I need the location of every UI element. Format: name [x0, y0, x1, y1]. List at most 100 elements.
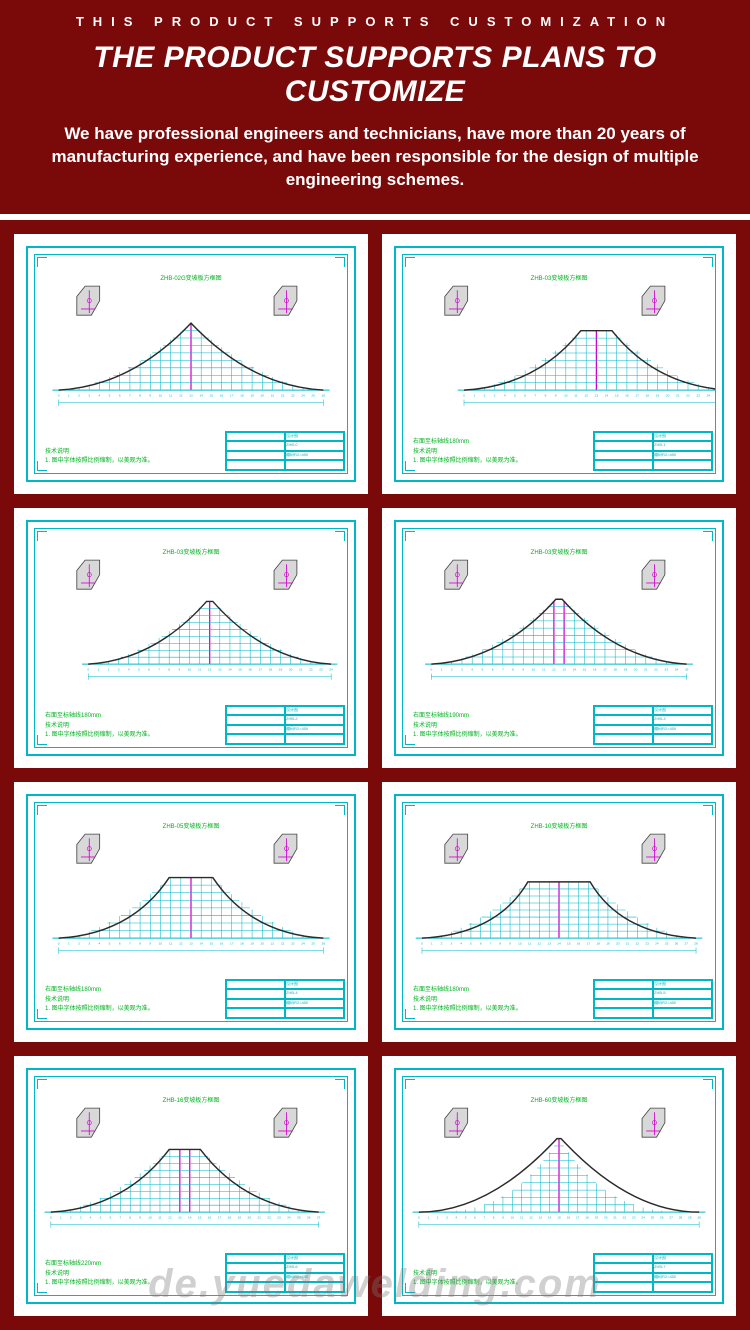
svg-text:26: 26 [660, 1215, 664, 1219]
svg-text:20: 20 [666, 393, 670, 397]
svg-text:23: 23 [665, 667, 669, 671]
svg-text:13: 13 [539, 1215, 543, 1219]
svg-text:13: 13 [189, 941, 193, 945]
svg-text:10: 10 [511, 1215, 515, 1219]
svg-text:27: 27 [685, 941, 689, 945]
svg-text:23: 23 [291, 393, 295, 397]
drawing-inner: ZHB-16变坡板方框图 012345678910111213141516171… [34, 1076, 348, 1296]
svg-text:2: 2 [437, 1215, 439, 1219]
svg-text:19: 19 [624, 667, 628, 671]
svg-text:5: 5 [138, 667, 140, 671]
svg-text:18: 18 [269, 667, 273, 671]
svg-text:9: 9 [149, 393, 151, 397]
svg-text:3: 3 [446, 1215, 448, 1219]
drawing-frame: ZHB-03变坡板方框图 012345678910111213141516171… [26, 520, 356, 756]
svg-text:3: 3 [118, 667, 120, 671]
svg-text:20: 20 [616, 941, 620, 945]
svg-text:0: 0 [421, 941, 423, 945]
svg-text:25: 25 [311, 941, 315, 945]
svg-text:16: 16 [567, 1215, 571, 1219]
svg-text:24: 24 [301, 941, 305, 945]
svg-text:17: 17 [218, 1215, 222, 1219]
svg-text:5: 5 [100, 1215, 102, 1219]
svg-text:1: 1 [97, 667, 99, 671]
svg-text:6: 6 [474, 1215, 476, 1219]
svg-text:25: 25 [665, 941, 669, 945]
svg-text:2: 2 [70, 1215, 72, 1219]
corner-mark [405, 531, 415, 541]
svg-text:11: 11 [528, 941, 531, 945]
svg-text:16: 16 [625, 393, 629, 397]
drawing-title: ZHB-16变坡板方框图 [163, 1095, 220, 1104]
svg-text:16: 16 [577, 941, 581, 945]
svg-text:12: 12 [538, 941, 542, 945]
svg-text:19: 19 [250, 941, 254, 945]
svg-text:22: 22 [281, 941, 285, 945]
svg-text:18: 18 [613, 667, 617, 671]
svg-text:12: 12 [584, 393, 588, 397]
svg-text:3: 3 [450, 941, 452, 945]
svg-text:10: 10 [532, 667, 536, 671]
svg-text:4: 4 [471, 667, 473, 671]
drawing-title: ZHB-02G变坡板方框图 [160, 273, 221, 282]
tech-notes: 右面至标轴线180mm 技术说明 1. 图中字体按照比例缩制，以美观为准。 [45, 712, 154, 741]
svg-text:0: 0 [58, 393, 60, 397]
svg-text:18: 18 [646, 393, 650, 397]
svg-text:11: 11 [198, 667, 201, 671]
svg-text:8: 8 [139, 941, 141, 945]
svg-text:11: 11 [520, 1215, 523, 1219]
svg-text:25: 25 [311, 393, 315, 397]
header-headline: THE PRODUCT SUPPORTS PLANS TO CUSTOMIZE [16, 41, 734, 109]
svg-text:21: 21 [271, 941, 275, 945]
title-block: 设计图 ZHB-2 编码R2=450 [225, 705, 345, 745]
svg-text:18: 18 [228, 1215, 232, 1219]
svg-text:11: 11 [542, 667, 545, 671]
drawing-tile: ZHB-03变坡板方框图 012345678910111213141516171… [382, 234, 736, 494]
svg-text:2: 2 [484, 393, 486, 397]
svg-text:17: 17 [230, 393, 234, 397]
svg-text:6: 6 [492, 667, 494, 671]
svg-text:22: 22 [281, 393, 285, 397]
svg-text:12: 12 [179, 393, 183, 397]
svg-text:9: 9 [149, 941, 151, 945]
svg-text:15: 15 [615, 393, 619, 397]
svg-text:12: 12 [552, 667, 556, 671]
svg-text:13: 13 [595, 393, 599, 397]
svg-text:8: 8 [139, 393, 141, 397]
svg-text:25: 25 [685, 667, 689, 671]
drawing-tile: ZHB-10变坡板方框图 012345678910111213141516171… [382, 782, 736, 1042]
svg-text:10: 10 [518, 941, 522, 945]
title-block: 设计图 ZHB-6 编码R2=450 [225, 1253, 345, 1293]
svg-text:26: 26 [307, 1215, 311, 1219]
svg-text:27: 27 [669, 1215, 673, 1219]
svg-text:2: 2 [78, 393, 80, 397]
svg-text:4: 4 [99, 941, 101, 945]
svg-text:22: 22 [636, 941, 640, 945]
drawing-title: ZHB-03变坡板方框图 [531, 547, 588, 556]
corner-mark [703, 531, 713, 541]
svg-text:0: 0 [58, 941, 60, 945]
svg-text:1: 1 [60, 1215, 62, 1219]
svg-text:30: 30 [697, 1215, 701, 1219]
svg-text:13: 13 [189, 393, 193, 397]
drawing-tile: ZHB-60变坡板方框图 012345678910111213141516171… [382, 1056, 736, 1316]
svg-text:12: 12 [529, 1215, 533, 1219]
title-block: 设计图 ZHB-0 编码R2=450 [225, 431, 345, 471]
drawing-tile: ZHB-16变坡板方框图 012345678910111213141516171… [14, 1056, 368, 1316]
corner-mark [37, 257, 47, 267]
drawing-inner: ZHB-02G变坡板方框图 01234567891011121314151617… [34, 254, 348, 474]
svg-text:14: 14 [199, 393, 203, 397]
svg-text:24: 24 [655, 941, 659, 945]
svg-text:22: 22 [654, 667, 658, 671]
svg-text:17: 17 [230, 941, 234, 945]
svg-text:22: 22 [686, 393, 690, 397]
svg-text:21: 21 [613, 1215, 617, 1219]
svg-text:23: 23 [319, 667, 323, 671]
svg-text:0: 0 [418, 1215, 420, 1219]
drawing-title: ZHB-10变坡板方框图 [531, 821, 588, 830]
title-block: 设计图 ZHB-3 编码R2=450 [593, 705, 713, 745]
title-block: 设计图 ZHB-1 编码R2=450 [593, 431, 713, 471]
svg-text:14: 14 [188, 1215, 192, 1219]
svg-text:5: 5 [109, 941, 111, 945]
drawing-inner: ZHB-03变坡板方框图 012345678910111213141516171… [34, 528, 348, 748]
